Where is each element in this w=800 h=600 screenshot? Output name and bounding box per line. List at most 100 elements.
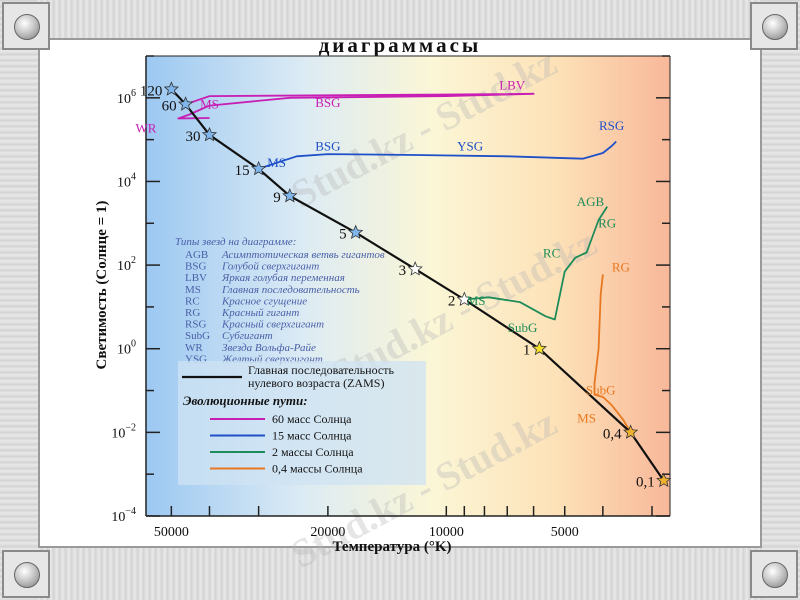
y-tick-exponent: −2 [125,422,136,433]
track-legend-label: 60 масс Солнца [272,412,352,426]
frame-top [0,0,800,38]
star-marker [282,187,298,203]
star-mass-label: 60 [162,98,177,114]
y-tick-label: 10−4 [111,506,136,525]
y-tick-base: 10 [117,92,131,107]
legend: Типы звезд на диаграмме:AGB Асимптотическ… [175,236,426,485]
track-annotation: MS [467,293,486,308]
types-legend-abbr: RSG [185,319,206,331]
frame-left [0,0,38,600]
types-legend-abbr: RC [185,295,200,307]
star-mass-label: 15 [235,163,250,179]
corner-bolt-bottom-left [2,550,50,598]
corner-bolt-top-left [2,2,50,50]
evolution-track [464,206,608,321]
tracks-legend-title: Эволюционные пути: [183,393,308,408]
types-legend-abbr: LBV [185,272,207,284]
zams-legend-label: Главная последовательность [248,363,394,377]
y-tick-exponent: 4 [131,171,136,182]
bolt-icon [762,14,788,40]
star-marker [623,424,639,439]
track-annotation: RSG [599,118,624,133]
star-mass-label: 120 [140,83,163,99]
types-legend-desc: Главная последовательность [221,284,360,296]
star-marker [347,224,364,240]
bolt-icon [762,562,788,588]
track-annotation: RG [612,260,630,275]
y-tick-label: 102 [117,255,136,274]
types-legend-desc: Субгигант [222,330,273,342]
types-legend-abbr: BSG [185,261,206,273]
star-mass-label: 2 [448,294,456,310]
zams-legend-label: нулевого возраста (ZAMS) [248,376,384,390]
track-annotation: MS [200,97,219,112]
types-legend-abbr: AGB [185,249,208,261]
evolution-track [258,140,617,170]
types-legend-desc: Асимптотическая ветвь гигантов [221,249,385,261]
types-legend-desc: Яркая голубая переменная [221,272,345,284]
corner-bolt-bottom-right [750,550,798,598]
types-legend-desc: Голубой сверхгигант [221,261,319,273]
bolt-icon [14,14,40,40]
star-marker [456,291,473,307]
y-tick-exponent: −4 [125,506,136,517]
x-tick-label: 5000 [551,525,579,540]
star-mass-label: 0,1 [636,475,655,491]
star-marker [163,81,179,96]
frame-right [762,0,800,600]
y-tick-label: 100 [117,339,136,358]
star-marker [407,261,423,276]
evolution-track [593,274,632,433]
track-annotation: SubG [586,383,616,398]
y-tick-exponent: 2 [131,255,136,266]
types-legend-abbr: SubG [185,330,210,342]
y-tick-base: 10 [111,510,125,525]
y-tick-label: 106 [117,88,136,107]
y-axis-label: Светимость (Солнце = 1) [94,201,110,370]
x-tick-label: 50000 [154,525,189,540]
track-annotation: RC [543,246,560,261]
types-legend-desc: Красный сверхгигант [221,319,324,331]
star-mass-label: 5 [339,227,347,243]
track-annotation: BSG [315,138,340,153]
types-legend-abbr: MS [185,284,201,296]
x-tick-label: 10000 [429,525,464,540]
track-annotation: LBV [499,77,526,92]
slide-title: диаграммасы [318,33,482,57]
star-mass-label: 0,4 [603,426,622,442]
y-tick-base: 10 [117,259,131,274]
y-tick-base: 10 [117,343,131,358]
track-annotation: YSG [457,138,483,153]
evolution-track [177,92,535,120]
star-mass-label: 3 [399,263,407,279]
y-tick-label: 104 [117,171,136,190]
track-annotation: RG [598,215,616,230]
star-marker [251,160,267,176]
y-tick-base: 10 [117,175,131,190]
star-mass-label: 9 [273,190,281,206]
types-legend-desc: Звезда Вольфа-Райе [222,342,316,354]
track-annotation: WR [136,120,157,135]
y-tick-exponent: 0 [131,339,136,350]
types-legend-desc: Красное сгущение [221,295,307,307]
track-annotation: BSG [315,95,340,110]
types-legend-title: Типы звезд на диаграмме: [175,236,296,248]
track-legend-label: 15 масс Солнца [272,429,352,443]
corner-bolt-top-right [750,2,798,50]
x-axis-label: Температура (°K) [333,539,452,555]
star-marker [201,126,218,142]
track-legend-label: 0,4 массы Солнца [272,462,363,476]
frame-bottom [0,548,800,600]
star-marker [531,340,547,356]
types-legend-abbr: RG [185,307,200,319]
track-legend-label: 2 массы Солнца [272,445,354,459]
y-tick-base: 10 [111,426,125,441]
y-tick-label: 10−2 [111,422,136,441]
track-annotation: AGB [577,194,605,209]
lines-legend-box [178,361,426,485]
star-marker [177,96,194,111]
